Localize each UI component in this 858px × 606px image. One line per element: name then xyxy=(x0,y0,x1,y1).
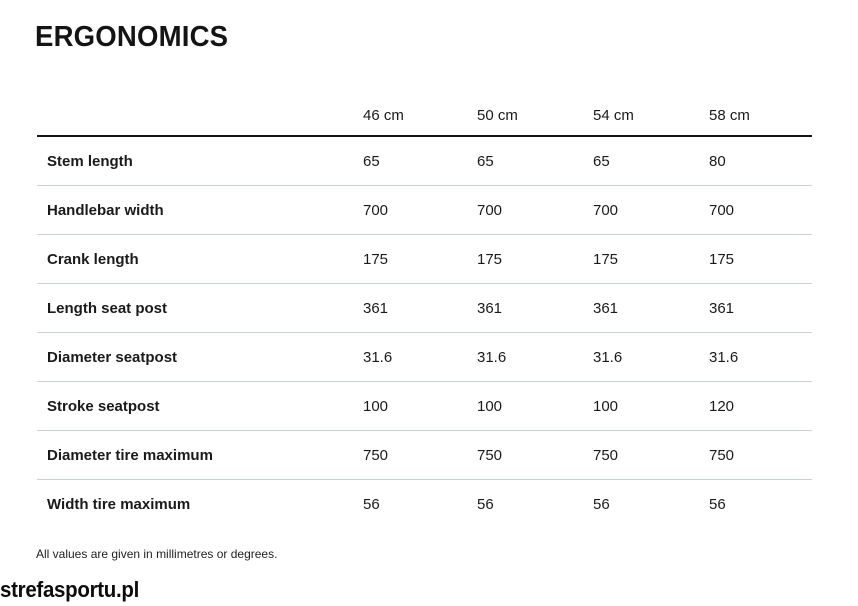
cell-value: 700 xyxy=(477,185,593,235)
cell-value: 31.6 xyxy=(593,332,709,382)
cell-value: 31.6 xyxy=(363,332,477,382)
cell-value: 700 xyxy=(709,185,812,235)
row-label: Stem length xyxy=(37,136,363,186)
table-header-row: 46 cm 50 cm 54 cm 58 cm xyxy=(37,96,812,137)
cell-value: 175 xyxy=(709,234,812,284)
cell-value: 65 xyxy=(477,136,593,186)
table-row: Handlebar width 700 700 700 700 xyxy=(37,185,812,235)
column-header: 54 cm xyxy=(593,96,709,137)
cell-value: 65 xyxy=(363,136,477,186)
cell-value: 100 xyxy=(593,381,709,431)
row-label: Handlebar width xyxy=(37,185,363,235)
cell-value: 31.6 xyxy=(709,332,812,382)
corner-cell xyxy=(37,96,363,137)
cell-value: 700 xyxy=(593,185,709,235)
table-row: Crank length 175 175 175 175 xyxy=(37,234,812,284)
cell-value: 56 xyxy=(477,495,494,513)
table-row: Diameter seatpost 31.6 31.6 31.6 31.6 xyxy=(37,332,812,382)
table-row: Width tire maximum 56 56 56 56 xyxy=(37,480,812,529)
cell-value: 175 xyxy=(363,234,477,284)
cell-value: 31.6 xyxy=(477,332,593,382)
column-header: 58 cm xyxy=(709,96,812,137)
table-body: Stem length 65 65 65 80 Handlebar width 700 700… xyxy=(37,136,812,528)
cell-value: 750 xyxy=(363,430,477,480)
cell-value: 80 xyxy=(709,136,812,186)
ergonomics-table: 46 cm 50 cm 54 cm 58 cm Stem length 65 65 65 80… xyxy=(37,96,812,528)
row-label: Diameter seatpost xyxy=(37,332,363,382)
cell-value: 65 xyxy=(593,136,709,186)
row-label: Stroke seatpost xyxy=(37,381,363,431)
cell-value: 100 xyxy=(477,381,593,431)
table-row: Stem length 65 65 65 80 xyxy=(37,136,812,186)
cell-value: 750 xyxy=(593,430,709,480)
cell-value: 700 xyxy=(363,185,477,235)
row-label: Diameter tire maximum xyxy=(37,430,363,480)
cell-value: 120 xyxy=(709,381,812,431)
cell-value: 100 xyxy=(363,381,477,431)
page-title: ERGONOMICS xyxy=(35,21,229,53)
cell-value: 361 xyxy=(593,283,709,333)
cell-value: 750 xyxy=(477,430,593,480)
column-header: 46 cm xyxy=(363,96,477,137)
cell-value: 56 xyxy=(709,495,726,513)
cell-value: 361 xyxy=(709,283,812,333)
cell-value: 750 xyxy=(709,430,812,480)
watermark: strefasportu.pl xyxy=(0,577,140,602)
footnote: All values are given in millimetres or d… xyxy=(36,547,278,561)
table-row: Length seat post 361 361 361 361 xyxy=(37,283,812,333)
table-row: Stroke seatpost 100 100 100 120 xyxy=(37,381,812,431)
cell-value: 56 xyxy=(593,495,610,513)
row-label: Width tire maximum xyxy=(47,495,191,513)
cell-value: 175 xyxy=(593,234,709,284)
table-row: Diameter tire maximum 750 750 750 750 xyxy=(37,430,812,480)
row-label: Crank length xyxy=(37,234,363,284)
cell-value: 361 xyxy=(363,283,477,333)
column-header: 50 cm xyxy=(477,96,593,137)
cell-value: 175 xyxy=(477,234,593,284)
row-label: Length seat post xyxy=(37,283,363,333)
cell-value: 56 xyxy=(363,495,380,513)
cell-value: 361 xyxy=(477,283,593,333)
